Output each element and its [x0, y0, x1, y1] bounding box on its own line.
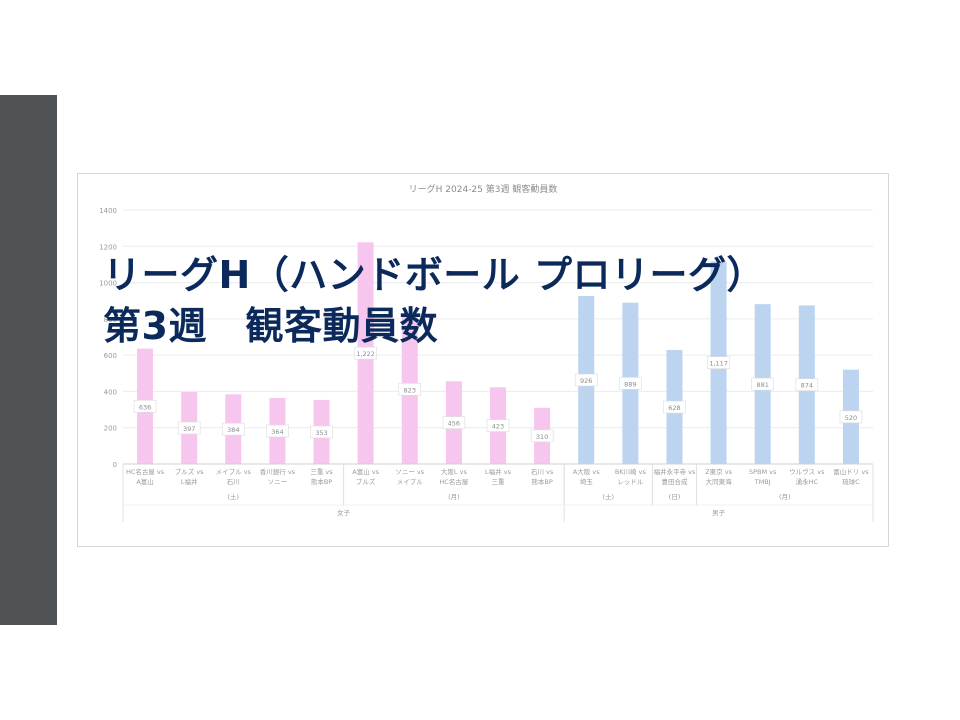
data-label: 397	[183, 425, 195, 433]
category-label: 熊本BP	[531, 477, 552, 486]
category-label: SPBM vs	[749, 468, 777, 476]
day-group-label: (日)	[669, 493, 681, 501]
data-label: 456	[448, 420, 460, 428]
category-label: HC名古屋 vs	[126, 467, 165, 476]
category-label: BK川崎 vs	[615, 467, 647, 476]
slide-title: リーグH（ハンドボール プロリーグ） 第3週 観客動員数	[103, 250, 765, 352]
category-label: 湧永HC	[796, 477, 819, 486]
data-label-box	[663, 400, 686, 414]
category-label: L福井	[181, 477, 198, 486]
category-label: レッドル	[617, 478, 644, 486]
day-group-label: (土)	[603, 492, 615, 501]
y-tick-label: 600	[104, 352, 117, 360]
data-label: 353	[315, 429, 327, 437]
data-label-box	[795, 378, 819, 392]
slide-title-line2: 第3週 観客動員数	[103, 304, 438, 348]
category-label: 福井永平寺 vs	[654, 467, 696, 476]
data-label: 310	[536, 433, 548, 441]
data-label: 423	[492, 423, 504, 431]
data-label-box	[574, 373, 598, 387]
category-label: 石川 vs	[531, 468, 554, 476]
category-label: A富山 vs	[352, 467, 379, 476]
data-label: 364	[271, 428, 283, 436]
y-tick-label: 1200	[99, 243, 117, 251]
data-label: 874	[801, 382, 813, 390]
day-group-label: (月)	[779, 493, 791, 501]
data-label-box	[133, 400, 157, 413]
data-label-box	[707, 356, 730, 369]
data-label-box	[398, 383, 422, 396]
data-label: 926	[580, 377, 592, 385]
category-label: 大同東海	[706, 477, 733, 486]
y-tick-label: 400	[104, 388, 117, 396]
data-label-box	[619, 377, 642, 390]
data-label: 881	[756, 381, 768, 389]
data-label-box	[751, 377, 775, 391]
category-label: Z東京 vs	[705, 467, 732, 476]
slide-title-line1: リーグH（ハンドボール プロリーグ）	[103, 253, 766, 297]
category-label: ソニー	[268, 478, 288, 486]
category-label: メイプル vs	[216, 468, 252, 476]
gender-group-label: 男子	[712, 509, 726, 517]
category-label: ブルズ vs	[175, 467, 204, 476]
y-tick-label: 0	[113, 461, 117, 469]
day-group-label: (月)	[448, 493, 460, 501]
data-label-box	[310, 425, 333, 439]
chart-frame: リーグH 2024-25 第3週 観客動員数 0 200 400 600 800 1000…	[77, 173, 889, 547]
y-tick-label: 200	[104, 425, 117, 433]
category-label: A富山	[136, 477, 153, 486]
data-label: 1,117	[709, 360, 728, 368]
category-label: 大阪L vs	[441, 467, 468, 476]
data-label: 636	[139, 403, 151, 411]
y-tick-label: 1400	[99, 207, 117, 215]
data-label-box	[839, 410, 863, 424]
data-label-box	[530, 429, 554, 443]
category-label: 熊本BP	[311, 477, 332, 486]
data-label-box	[486, 419, 510, 432]
y-tick-label: 800	[104, 316, 117, 324]
category-label: L福井 vs	[485, 467, 512, 476]
category-label: メイプル	[397, 478, 424, 486]
category-label: 三重 vs	[310, 468, 333, 476]
data-label-box	[354, 346, 377, 360]
category-label: 富山ドリ vs	[833, 467, 869, 476]
category-label: 香川銀行 vs	[260, 467, 296, 476]
category-label: ソニー vs	[395, 468, 424, 476]
data-label: 628	[668, 404, 680, 412]
day-group-label: (土)	[228, 492, 240, 501]
bar-chart: リーグH 2024-25 第3週 観客動員数 0 200 400 600 800 1000…	[99, 183, 874, 522]
category-label: HC名古屋	[439, 477, 468, 486]
data-label-box	[221, 422, 245, 436]
category-label: 三重	[492, 478, 506, 486]
category-label: ウルヴス vs	[789, 467, 825, 476]
category-label: 埼玉	[580, 477, 594, 486]
data-label: 520	[845, 414, 857, 422]
data-label: 384	[227, 426, 239, 434]
category-label: TMBJ	[754, 478, 771, 486]
category-label: 琉球C	[842, 477, 860, 486]
category-label: 石川	[227, 478, 240, 486]
category-label: 豊田合成	[661, 477, 688, 486]
side-accent-bar	[0, 95, 57, 625]
data-label: 1,222	[356, 350, 375, 358]
data-label-box	[266, 424, 289, 438]
data-label: 823	[404, 386, 416, 394]
category-label: A大阪 vs	[573, 467, 600, 476]
data-label: 889	[624, 380, 636, 388]
y-tick-label: 1000	[99, 280, 117, 288]
category-label: ブルズ	[356, 477, 376, 486]
data-label-box	[442, 416, 466, 429]
data-label-box	[177, 421, 201, 435]
chart-title: リーグH 2024-25 第3週 観客動員数	[409, 183, 558, 195]
gender-group-label: 女子	[337, 508, 351, 517]
